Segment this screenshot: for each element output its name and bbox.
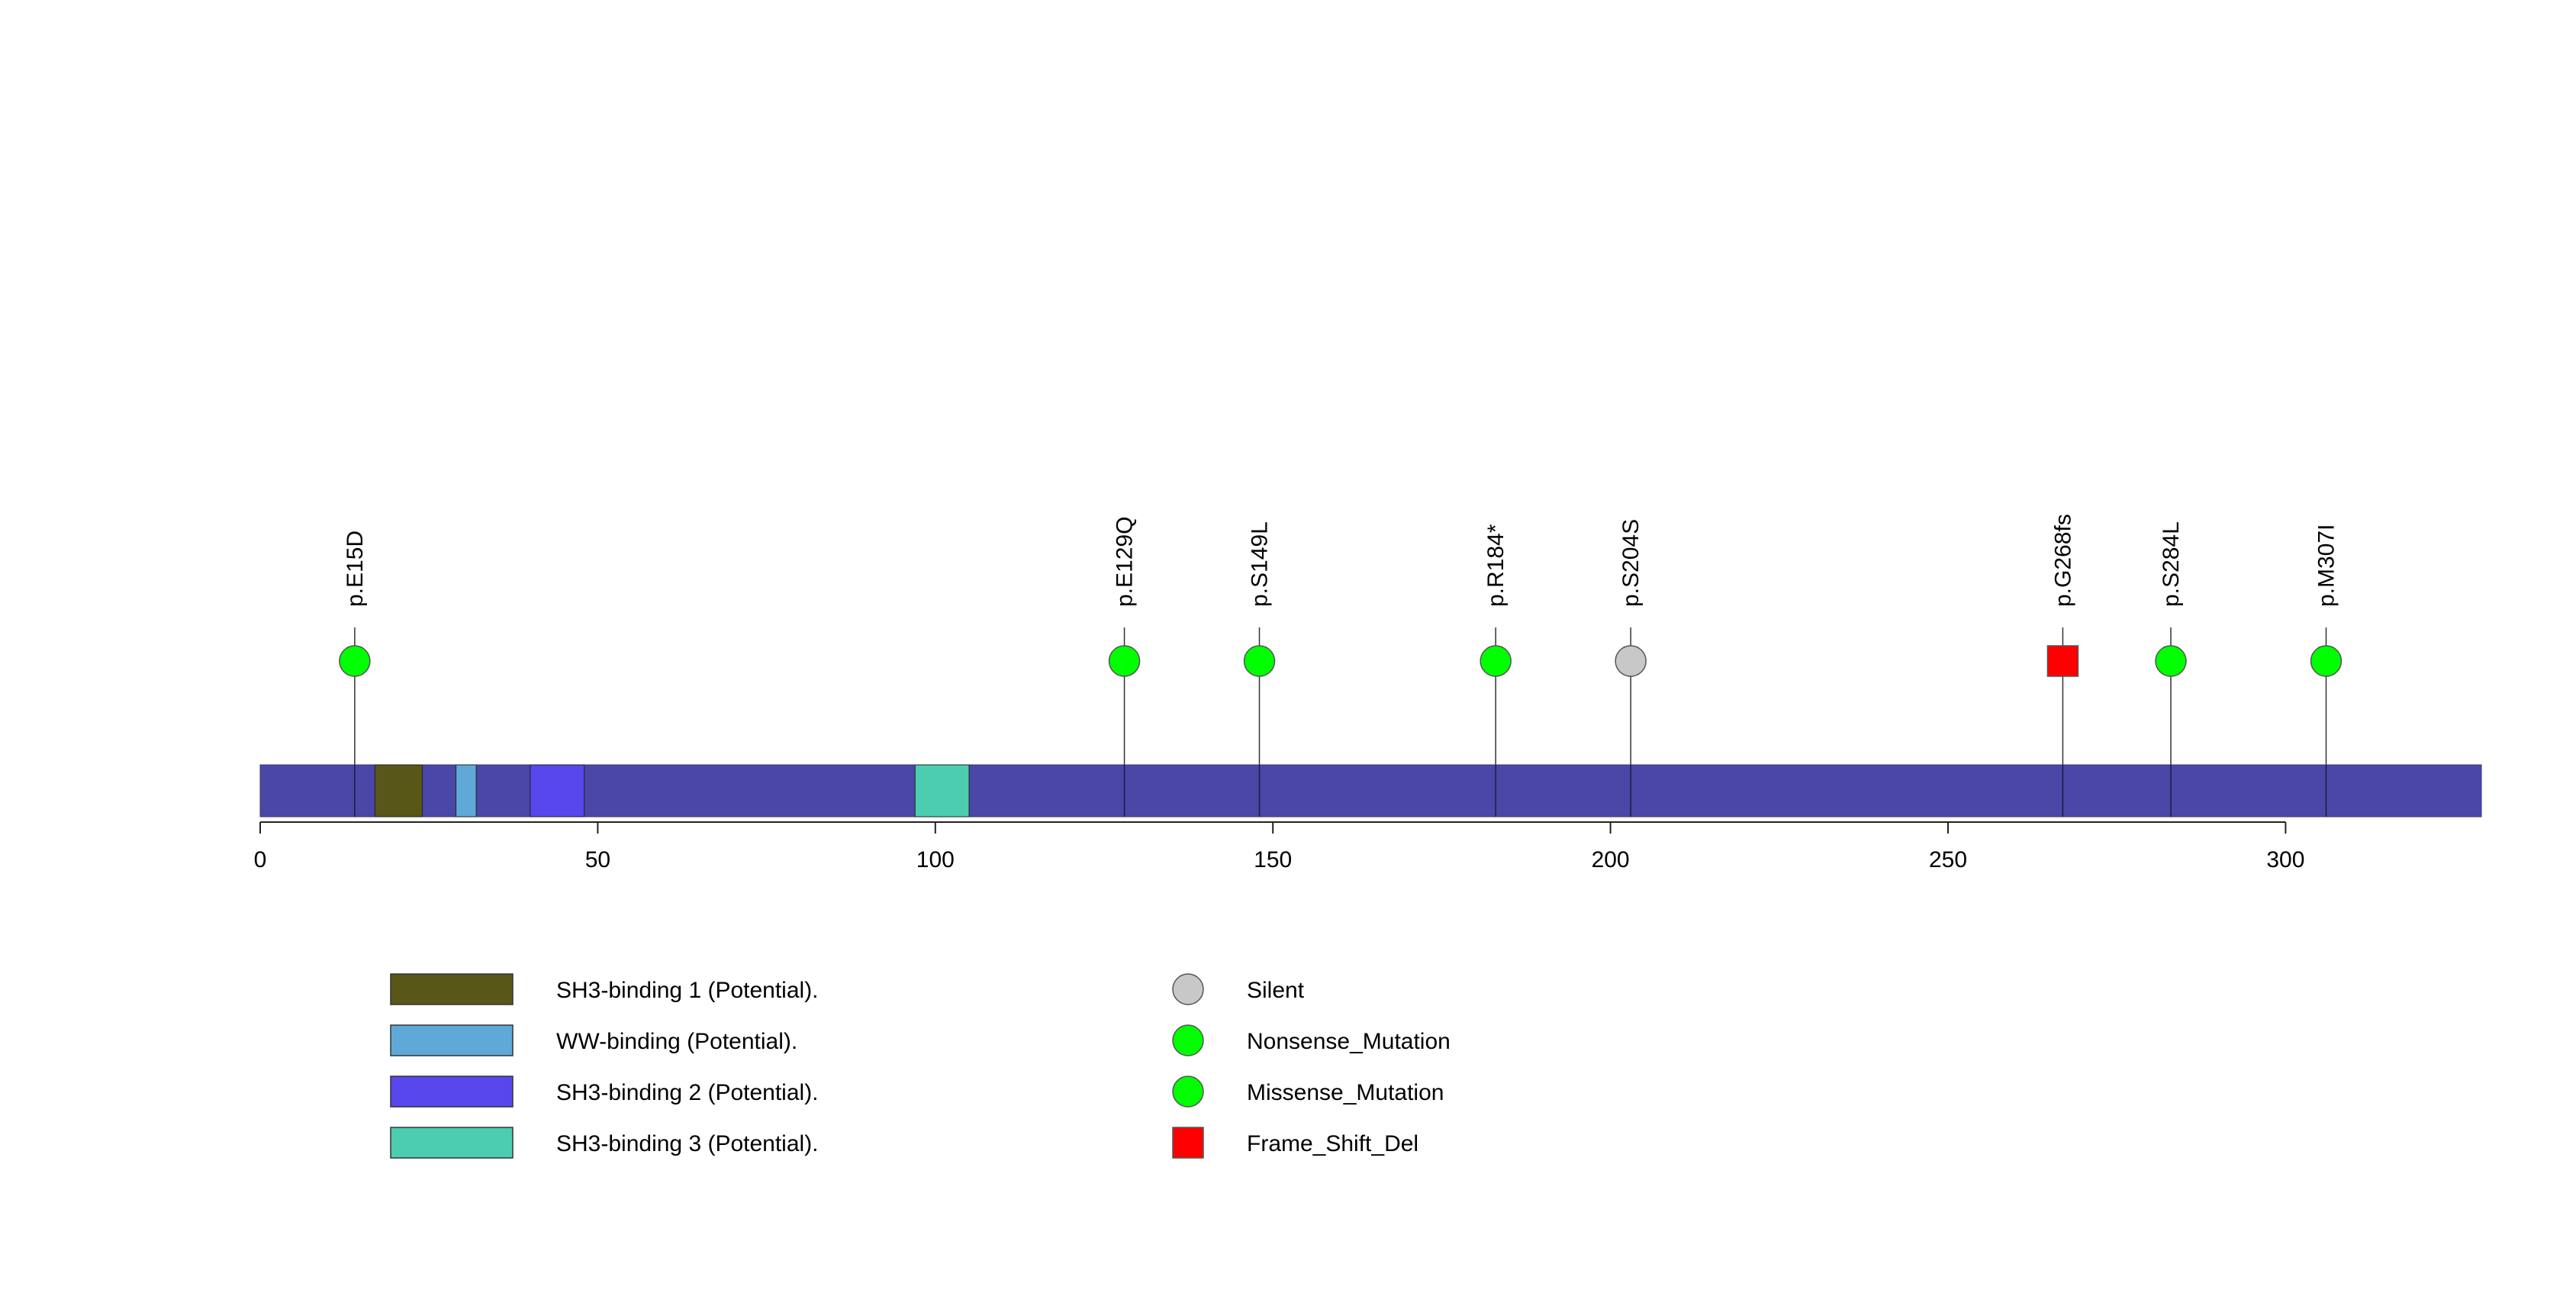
mutation-legend-label: Nonsense_Mutation [1247, 1029, 1451, 1054]
mutation-label: p.M307I [2314, 524, 2339, 607]
x-axis-tick-label: 50 [585, 847, 610, 872]
mutation-legend-label: Frame_Shift_Del [1247, 1131, 1418, 1156]
protein-backbone-layer [259, 764, 2482, 818]
stem-overlay [354, 765, 2327, 817]
mutation-legend-symbol [1172, 973, 1204, 1005]
mutation-legend: Silent Nonsense_Mutation Missense_Mutation… [1172, 973, 1451, 1159]
domain-legend-swatch [390, 1127, 514, 1159]
mutation-marker [2046, 645, 2079, 677]
mutation-legend-label: Missense_Mutation [1247, 1080, 1444, 1105]
mutation-marker [339, 645, 371, 677]
domain-legend-label: SH3-binding 1 (Potential). [556, 978, 819, 1003]
domain-2 [456, 764, 477, 818]
mutation-marker [2310, 645, 2343, 677]
domain-3 [530, 764, 585, 818]
mutation-marker [2155, 645, 2187, 677]
x-axis-tick-label: 200 [1592, 847, 1630, 872]
mutation-marker [1108, 645, 1141, 677]
mutation-label: p.S284L [2159, 521, 2184, 607]
mutation-marker [1615, 645, 1647, 677]
x-axis-tick-label: 300 [2266, 847, 2304, 872]
mutation-marker [1480, 645, 1512, 677]
x-axis: 0 50 100 150 200 250 300 [254, 821, 2304, 872]
mutation-marker [1243, 645, 1276, 677]
domain-layer [374, 764, 970, 818]
mutation-legend-symbol [1172, 1076, 1204, 1108]
x-axis-tick-label: 250 [1929, 847, 1967, 872]
mutation-markers [339, 645, 2343, 677]
domain-legend-label: SH3-binding 2 (Potential). [556, 1080, 819, 1105]
x-axis-tick-label: 100 [916, 847, 955, 872]
domain-4 [914, 764, 970, 818]
mutation-label: p.E15D [343, 531, 368, 607]
x-axis-tick-label: 150 [1254, 847, 1292, 872]
mutation-label: p.S149L [1248, 521, 1273, 607]
domain-legend-label: SH3-binding 3 (Potential). [556, 1131, 819, 1156]
domain-legend-swatch [390, 1076, 514, 1108]
domain-1 [374, 764, 423, 818]
domain-legend-label: WW-binding (Potential). [556, 1029, 797, 1054]
domain-legend-swatch [390, 973, 514, 1005]
mutation-label: p.S204S [1618, 519, 1644, 607]
mutation-label: p.R184* [1483, 524, 1509, 607]
domain-legend: SH3-binding 1 (Potential). WW-binding (Po… [390, 973, 819, 1159]
x-axis-tick-label: 0 [254, 847, 267, 872]
mutation-legend-symbol [1172, 1127, 1204, 1159]
mutation-legend-label: Silent [1247, 978, 1305, 1003]
mutation-label: p.G268fs [2050, 514, 2075, 607]
domain-legend-swatch [390, 1024, 514, 1056]
mutation-legend-symbol [1172, 1024, 1204, 1056]
mutation-label: p.E129Q [1113, 517, 1138, 607]
protein-backbone [259, 764, 2482, 818]
mutation-labels: p.E15D p.E129Q p.S149L p.R184* p.S204S p.G268… [343, 514, 2339, 607]
